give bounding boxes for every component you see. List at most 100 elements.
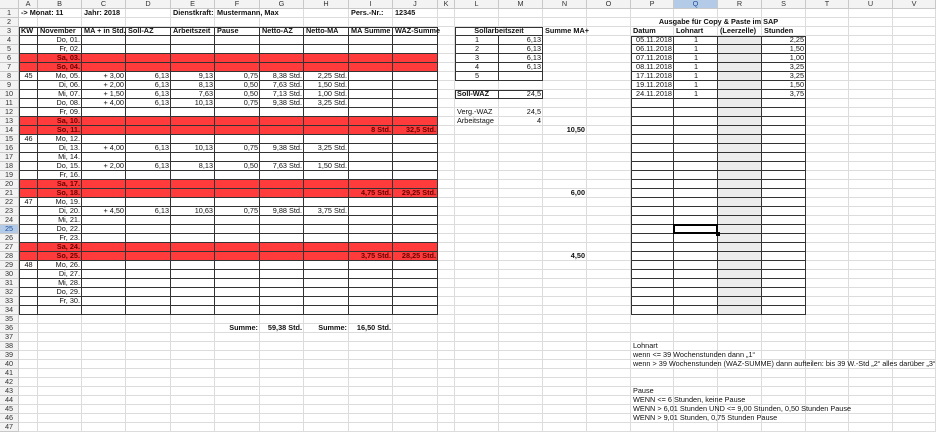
cell-D15[interactable] bbox=[126, 135, 171, 144]
cell-O37[interactable] bbox=[587, 333, 631, 342]
cell-O11[interactable] bbox=[587, 99, 631, 108]
cell-T39[interactable] bbox=[806, 351, 849, 360]
cell-D29[interactable] bbox=[126, 261, 171, 270]
cell-I23[interactable] bbox=[349, 207, 393, 216]
cell-J35[interactable] bbox=[393, 315, 438, 324]
cell-L37[interactable] bbox=[455, 333, 499, 342]
cell-C18[interactable] bbox=[82, 162, 126, 171]
cell-G18[interactable] bbox=[260, 162, 304, 171]
cell-U17[interactable] bbox=[849, 153, 893, 162]
cell-H8[interactable] bbox=[304, 72, 349, 81]
cell-K16[interactable] bbox=[438, 144, 455, 153]
cell-I20[interactable] bbox=[349, 180, 393, 189]
cell-Q12[interactable] bbox=[674, 108, 718, 117]
cell-P28[interactable] bbox=[631, 252, 674, 261]
cell-S40[interactable] bbox=[762, 360, 806, 369]
cell-K39[interactable] bbox=[438, 351, 455, 360]
cell-U41[interactable] bbox=[849, 369, 893, 378]
cell-A38[interactable] bbox=[19, 342, 38, 351]
cell-I37[interactable] bbox=[349, 333, 393, 342]
cell-E23[interactable] bbox=[171, 207, 215, 216]
cell-D7[interactable] bbox=[126, 63, 171, 72]
cell-B27[interactable] bbox=[38, 243, 82, 252]
cell-T3[interactable] bbox=[806, 27, 849, 36]
cell-I47[interactable] bbox=[349, 423, 393, 432]
cell-E7[interactable] bbox=[171, 63, 215, 72]
cell-H39[interactable] bbox=[304, 351, 349, 360]
cell-S37[interactable] bbox=[762, 333, 806, 342]
cell-O18[interactable] bbox=[587, 162, 631, 171]
cell-S29[interactable] bbox=[762, 261, 806, 270]
cell-D25[interactable] bbox=[126, 225, 171, 234]
cell-A43[interactable] bbox=[19, 387, 38, 396]
cell-E21[interactable] bbox=[171, 189, 215, 198]
cell-N10[interactable] bbox=[543, 90, 587, 99]
cell-D10[interactable] bbox=[126, 90, 171, 99]
cell-K47[interactable] bbox=[438, 423, 455, 432]
cell-B15[interactable] bbox=[38, 135, 82, 144]
cell-R46[interactable] bbox=[718, 414, 762, 423]
cell-Q21[interactable] bbox=[674, 189, 718, 198]
cell-Q15[interactable] bbox=[674, 135, 718, 144]
cell-N43[interactable] bbox=[543, 387, 587, 396]
cell-S13[interactable] bbox=[762, 117, 806, 126]
cell-B14[interactable] bbox=[38, 126, 82, 135]
cell-P14[interactable] bbox=[631, 126, 674, 135]
cell-K19[interactable] bbox=[438, 171, 455, 180]
cell-S33[interactable] bbox=[762, 297, 806, 306]
cell-K5[interactable] bbox=[438, 45, 455, 54]
cell-I3[interactable] bbox=[349, 27, 393, 36]
cell-K28[interactable] bbox=[438, 252, 455, 261]
cell-L14[interactable] bbox=[455, 126, 499, 135]
cell-M9[interactable] bbox=[499, 81, 543, 90]
cell-C31[interactable] bbox=[82, 279, 126, 288]
row-header-23[interactable]: 23 bbox=[0, 207, 19, 216]
cell-K29[interactable] bbox=[438, 261, 455, 270]
column-header-K[interactable]: K bbox=[438, 0, 455, 9]
cell-M34[interactable] bbox=[499, 306, 543, 315]
cell-H28[interactable] bbox=[304, 252, 349, 261]
cell-C10[interactable] bbox=[82, 90, 126, 99]
cell-J43[interactable] bbox=[393, 387, 438, 396]
cell-U5[interactable] bbox=[849, 45, 893, 54]
cell-R20[interactable] bbox=[718, 180, 762, 189]
cell-U38[interactable] bbox=[849, 342, 893, 351]
cell-M21[interactable] bbox=[499, 189, 543, 198]
cell-B19[interactable] bbox=[38, 171, 82, 180]
row-header-1[interactable]: 1 bbox=[0, 9, 19, 18]
cell-N19[interactable] bbox=[543, 171, 587, 180]
cell-R6[interactable] bbox=[718, 54, 762, 63]
cell-G12[interactable] bbox=[260, 108, 304, 117]
cell-O26[interactable] bbox=[587, 234, 631, 243]
cell-B31[interactable] bbox=[38, 279, 82, 288]
cell-I9[interactable] bbox=[349, 81, 393, 90]
cell-Q11[interactable] bbox=[674, 99, 718, 108]
cell-C32[interactable] bbox=[82, 288, 126, 297]
cell-M45[interactable] bbox=[499, 405, 543, 414]
cell-O36[interactable] bbox=[587, 324, 631, 333]
cell-M13[interactable] bbox=[499, 117, 543, 126]
fill-handle[interactable] bbox=[716, 232, 720, 236]
cell-K12[interactable] bbox=[438, 108, 455, 117]
cell-J27[interactable] bbox=[393, 243, 438, 252]
cell-Q17[interactable] bbox=[674, 153, 718, 162]
cell-I31[interactable] bbox=[349, 279, 393, 288]
cell-R15[interactable] bbox=[718, 135, 762, 144]
cell-J13[interactable] bbox=[393, 117, 438, 126]
cell-R45[interactable] bbox=[718, 405, 762, 414]
row-header-34[interactable]: 34 bbox=[0, 306, 19, 315]
cell-R1[interactable] bbox=[718, 9, 762, 18]
cell-G28[interactable] bbox=[260, 252, 304, 261]
cell-H40[interactable] bbox=[304, 360, 349, 369]
row-header-27[interactable]: 27 bbox=[0, 243, 19, 252]
cell-H32[interactable] bbox=[304, 288, 349, 297]
cell-Q8[interactable] bbox=[674, 72, 718, 81]
cell-N21[interactable] bbox=[543, 189, 587, 198]
cell-B2[interactable] bbox=[38, 18, 82, 27]
cell-L1[interactable] bbox=[455, 9, 499, 18]
cell-E34[interactable] bbox=[171, 306, 215, 315]
cell-S28[interactable] bbox=[762, 252, 806, 261]
cell-C46[interactable] bbox=[82, 414, 126, 423]
cell-I44[interactable] bbox=[349, 396, 393, 405]
cell-T25[interactable] bbox=[806, 225, 849, 234]
